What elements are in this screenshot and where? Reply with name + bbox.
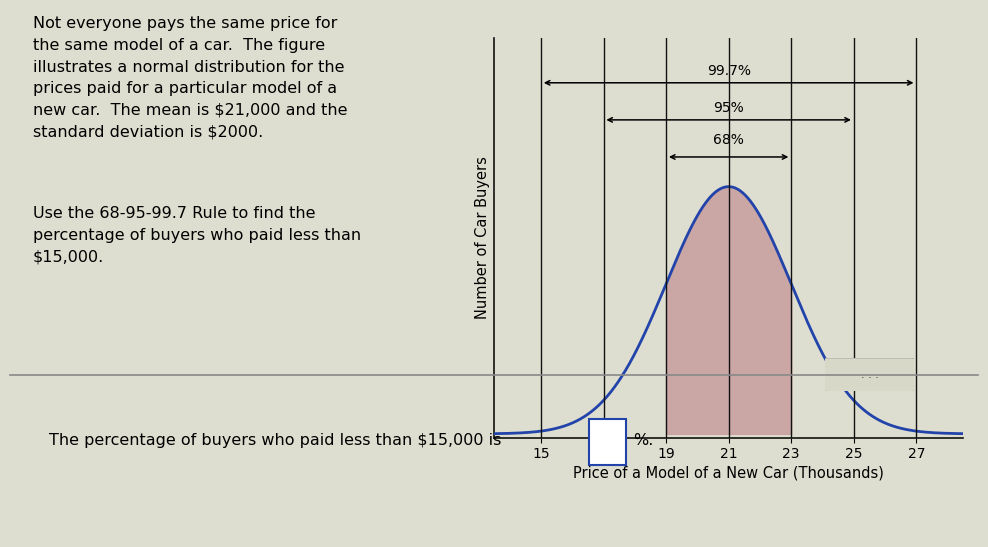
Text: . . .: . . . (861, 370, 878, 380)
Text: %.: %. (633, 433, 654, 448)
FancyBboxPatch shape (589, 419, 625, 465)
Text: The percentage of buyers who paid less than $15,000 is: The percentage of buyers who paid less t… (48, 433, 501, 448)
X-axis label: Price of a Model of a New Car (Thousands): Price of a Model of a New Car (Thousands… (573, 465, 884, 480)
Text: Use the 68-95-99.7 Rule to find the
percentage of buyers who paid less than
$15,: Use the 68-95-99.7 Rule to find the perc… (34, 206, 362, 265)
Text: 99.7%: 99.7% (706, 64, 751, 78)
Text: 95%: 95% (713, 101, 744, 115)
Y-axis label: Number of Car Buyers: Number of Car Buyers (475, 156, 490, 319)
Text: 68%: 68% (713, 133, 744, 147)
Text: Not everyone pays the same price for
the same model of a car.  The figure
illust: Not everyone pays the same price for the… (34, 16, 348, 139)
FancyBboxPatch shape (819, 358, 920, 392)
